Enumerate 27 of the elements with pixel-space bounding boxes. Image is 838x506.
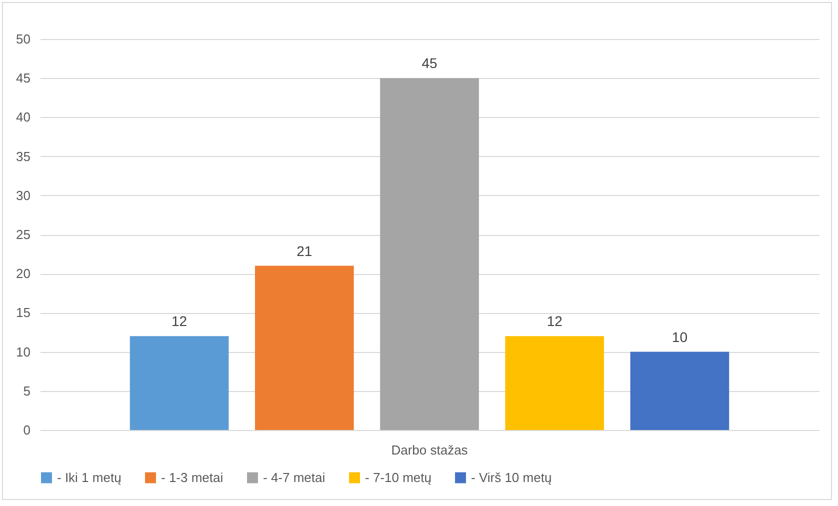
legend-label: - Virš 10 metų [471, 470, 552, 485]
legend-label: - Iki 1 metų [57, 470, 122, 485]
y-tick-label: 45 [16, 70, 30, 86]
y-tick-label: 5 [23, 383, 30, 398]
y-tick-label: 35 [16, 148, 30, 164]
bar [630, 352, 730, 430]
y-tick-label: 20 [16, 266, 30, 282]
y-tick-label: 0 [23, 422, 30, 438]
data-label: 12 [546, 313, 563, 330]
y-tick-label: 40 [16, 110, 30, 125]
y-tick-label: 50 [16, 32, 30, 46]
bar [254, 266, 354, 430]
data-label: 12 [172, 313, 188, 330]
legend-label: - 1-3 metai [161, 470, 224, 485]
y-tick-label: 15 [16, 305, 30, 320]
y-tick-label: 30 [16, 188, 30, 203]
x-tick-label: Darbo stažas [391, 442, 468, 458]
y-tick-label: 25 [16, 227, 30, 242]
bar [505, 336, 604, 430]
data-label: 21 [296, 242, 312, 259]
bar [130, 336, 229, 430]
bar [380, 78, 479, 430]
y-tick-label: 10 [16, 344, 30, 360]
data-label: 45 [422, 55, 438, 72]
legend-label: - 7-10 metų [365, 470, 432, 485]
data-label: 10 [672, 328, 688, 345]
legend-label: - 4-7 metai [263, 470, 326, 485]
